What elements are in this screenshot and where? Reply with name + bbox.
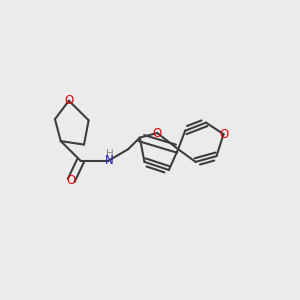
Text: N: N bbox=[105, 154, 114, 167]
Text: O: O bbox=[219, 128, 228, 141]
Text: O: O bbox=[64, 94, 74, 107]
Text: O: O bbox=[67, 174, 76, 187]
Text: H: H bbox=[106, 149, 113, 159]
Text: O: O bbox=[153, 127, 162, 140]
